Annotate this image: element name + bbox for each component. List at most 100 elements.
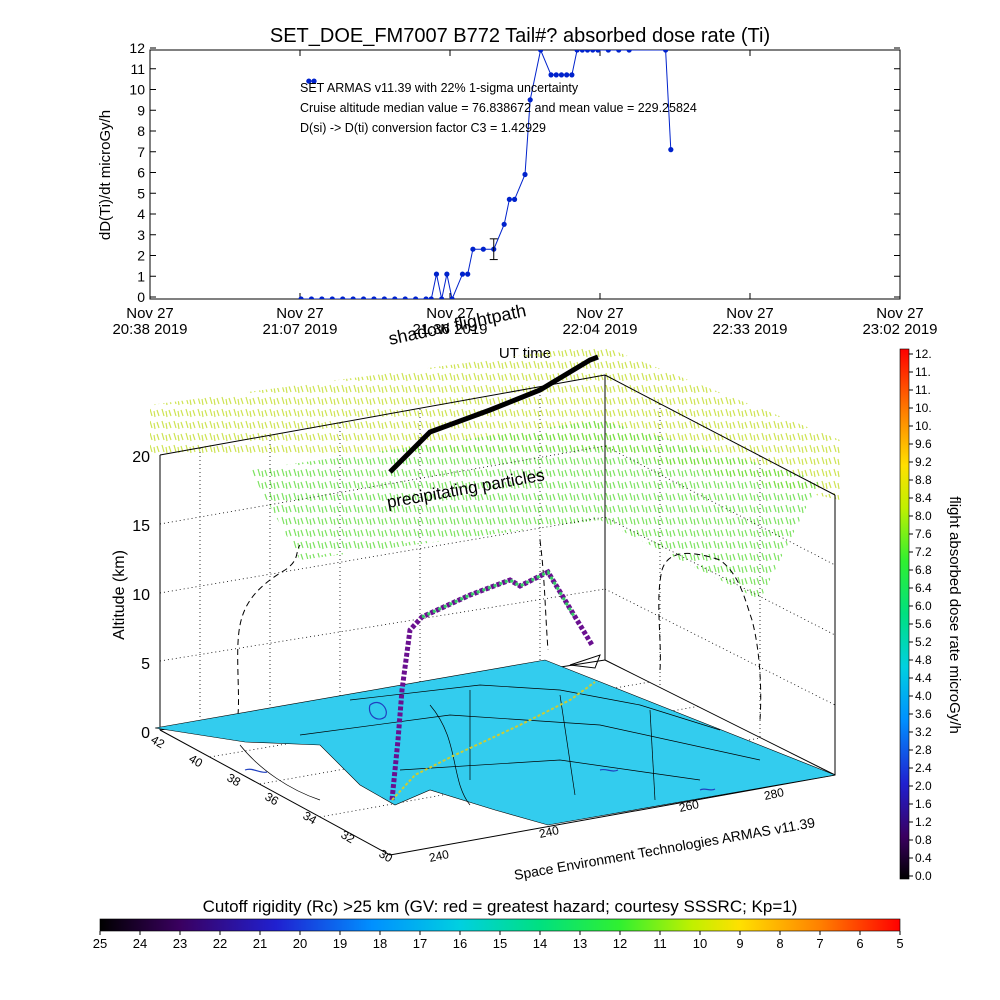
x-tick-label-line1: Nov 27 [576,305,624,322]
flight-path-3d [389,568,595,801]
data-point [340,296,346,299]
top-chart-title: SET_DOE_FM7007 B772 Tail#? absorbed dose… [270,25,770,47]
dose-colorbar: 12. 11. 11. 10. 10. 9.6 9.2 8.8 8.4 8.0 7.6 7.2 6.8 6… [899,347,963,883]
data-point [449,296,455,299]
flight-end-marker [569,654,601,669]
data-point [439,296,445,299]
dose-tick-label: 9.6 [915,437,932,451]
z-tick-label: 5 [141,656,150,673]
lon-tick-label: 260 [678,797,701,815]
y-tick-label: 5 [137,185,145,201]
x-tick-label-line2: 21:07 2019 [262,321,337,338]
data-point [402,296,408,299]
rigidity-tick-label: 24 [133,936,147,951]
data-point [433,271,440,277]
rigidity-tick-label: 15 [493,936,507,951]
top-chart-ylabel: dD(Ti)/dt microGy/h [97,110,114,240]
lat-tick-label: 30 [377,846,396,865]
data-point [371,296,377,299]
dose-tick-label: 0.4 [915,851,932,865]
lat-tick-label: 38 [225,770,244,789]
y-tick-label: 4 [137,206,145,222]
shadow-flightpath [388,354,599,474]
rigidity-tick-label: 11 [653,936,667,951]
dose-rate-series [298,50,674,299]
lon-axis-ticks: 240 240 260 280 [428,785,786,865]
ground-map [154,659,837,826]
annotation-line: D(si) -> D(ti) conversion factor C3 = 1.… [300,121,546,135]
data-point [668,147,674,153]
data-point [360,296,367,299]
data-point [511,196,518,202]
y-tick-label: 9 [137,102,145,118]
data-point [574,50,580,53]
z-tick-label: 0 [141,725,150,742]
data-point [548,72,554,78]
y-tick-label: 6 [137,165,145,181]
data-point [392,296,398,299]
rigidity-tick-label: 9 [736,936,743,951]
y-tick-label: 0 [137,289,145,305]
dose-tick-label: 6.4 [915,581,932,595]
data-point [506,196,512,202]
rigidity-colorbar: Cutoff rigidity (Rc) >25 km (GV: red = g… [93,897,904,951]
rigidity-tick-label: 14 [533,936,547,951]
data-point [465,271,471,277]
dose-tick-label: 2.0 [915,779,932,793]
data-point [444,271,450,277]
dose-tick-label: 3.6 [915,707,932,721]
flight-ground-track [391,681,596,801]
data-point [626,50,632,53]
y-tick-label: 8 [137,123,145,139]
top-chart: SET_DOE_FM7007 B772 Tail#? absorbed dose… [97,25,938,362]
x-tick-label-line1: Nov 27 [276,305,324,322]
y-tick-label: 1 [137,268,145,284]
dose-tick-label: 8.0 [915,509,932,523]
wall-shadow-left [237,544,301,716]
dose-tick-label: 12. [915,347,932,361]
lon-tick-label: 240 [428,847,451,865]
lon-tick-label: 240 [538,823,561,841]
dose-tick-label: 7.6 [915,527,932,541]
data-point [470,246,476,252]
data-point [569,72,575,78]
rigidity-tick-label: 20 [293,936,307,951]
dose-tick-label: 5.2 [915,635,932,649]
dose-tick-label: 11. [915,383,931,397]
data-point [319,296,325,299]
rigidity-tick-label: 13 [573,936,587,951]
data-point [298,296,304,299]
dose-tick-label: 6.8 [915,563,932,577]
dose-tick-label: 6.0 [915,599,932,613]
dose-tick-label: 5.6 [915,617,932,631]
dose-tick-label: 7.2 [915,545,932,559]
lat-tick-label: 36 [263,789,282,808]
z-axis-label: Altitude (km) [111,550,128,640]
lat-tick-label: 40 [187,751,206,770]
dose-tick-label: 4.8 [915,653,932,667]
lon-tick-label: 280 [763,785,786,803]
data-point [584,50,591,53]
dose-tick-label: 1.6 [915,797,932,811]
z-axis-ticks: 0 5 10 15 20 [132,449,150,742]
rigidity-tick-label: 7 [816,936,823,951]
x-tick-label-line2: 22:04 2019 [562,321,637,338]
dose-tick-label: 8.8 [915,473,932,487]
rigidity-colorbar-label: Cutoff rigidity (Rc) >25 km (GV: red = g… [203,897,798,916]
wall-shadow-right [658,552,762,721]
dose-tick-label: 2.4 [915,761,932,775]
rigidity-tick-label: 21 [253,936,267,951]
rigidity-tick-label: 17 [413,936,427,951]
early-data-point [306,78,312,84]
data-point [350,296,356,299]
y-tick-label: 11 [130,61,145,77]
dose-colorbar-label: flight absorbed dose rate microGy/h [946,496,963,734]
dose-tick-label: 0.8 [915,833,932,847]
data-point [459,271,466,277]
x-tick-label-line2: 21:36 2019 [412,321,487,338]
y-tick-label: 7 [137,144,145,160]
dose-tick-label: 4.4 [915,671,932,685]
dose-colorbar-ticks: 12. 11. 11. 10. 10. 9.6 9.2 8.8 8.4 8.0 7.6 7.2 6.8 6… [909,347,932,883]
